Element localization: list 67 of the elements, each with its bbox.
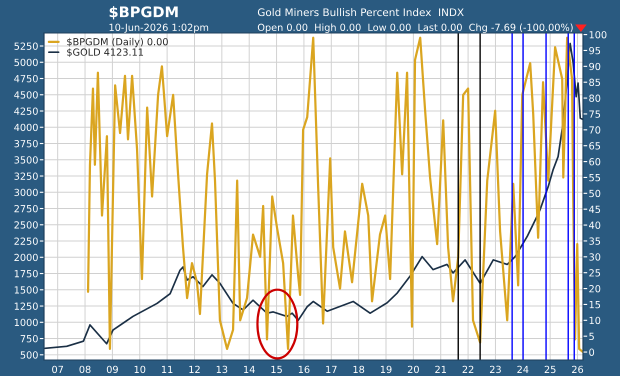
y-tick-label: 5250 [14, 42, 38, 50]
y2-tick-label: 50 [589, 190, 600, 198]
x-tick-label: 15 [271, 366, 282, 374]
y-tick-label: 4250 [14, 107, 38, 115]
y2-tick-label: 60 [589, 158, 600, 166]
x-tick-label: 14 [244, 366, 255, 373]
x-tick-label: 17 [326, 366, 337, 373]
x-tick-label: 09 [106, 366, 118, 374]
y-tick-label: 1000 [14, 318, 38, 326]
y2-tick-label: 5 [589, 332, 594, 340]
y-tick-label: 2250 [14, 238, 38, 245]
y2-tick-label: 30 [589, 253, 600, 261]
y2-tick-label: 45 [589, 206, 600, 214]
y-tick-label: 4500 [14, 91, 38, 99]
x-tick-label: 26 [572, 366, 584, 374]
x-tick-label: 16 [298, 366, 310, 374]
x-tick-label: 25 [544, 366, 556, 374]
x-tick-label: 18 [354, 366, 364, 374]
y-tick-label: 2750 [14, 205, 38, 212]
y-tick-label: 4750 [14, 74, 38, 82]
x-tick-label: 10 [134, 366, 146, 374]
y-tick-label: 3000 [14, 188, 38, 196]
x-tick-label: 08 [79, 366, 91, 374]
y2-tick-label: 10 [590, 316, 600, 324]
y-tick-label: 3250 [14, 172, 38, 180]
y2-tick-label: 15 [590, 301, 600, 308]
x-tick-label: 11 [162, 366, 172, 373]
y-tick-label: 3750 [14, 140, 38, 148]
y2-tick-label: 20 [589, 285, 600, 292]
x-tick-label: 12 [189, 366, 200, 373]
y-tick-label: 4000 [14, 124, 38, 132]
y-tick-label: 2000 [14, 254, 38, 262]
y2-tick-label: 100 [590, 31, 606, 38]
y-tick-label: 5000 [14, 58, 38, 66]
x-tick-label: 22 [462, 366, 474, 373]
y-tick-label: 3500 [14, 156, 38, 164]
legend-label: $GOLD 4123.11 [67, 48, 144, 58]
y2-tick-label: 80 [589, 94, 600, 102]
x-tick-label: 19 [380, 366, 392, 374]
x-tick-label: 20 [408, 366, 419, 374]
x-tick-label: 13 [216, 366, 228, 374]
x-tick-label: 21 [435, 366, 446, 373]
x-tick-label: 24 [517, 366, 528, 373]
y-tick-label: 2500 [14, 221, 38, 229]
y2-tick-label: 40 [589, 222, 600, 229]
y2-tick-label: 70 [589, 126, 600, 134]
y2-tick-label: 65 [589, 142, 600, 150]
chart-title: $BPGDM [110, 6, 178, 20]
y2-tick-label: 95 [589, 46, 600, 54]
y2-tick-label: 85 [589, 78, 600, 86]
y-tick-label: 500 [20, 351, 38, 359]
x-tick-label: 23 [490, 366, 501, 374]
text: Open 0.00 High 0.00 Low 0.00 Last 0.00 Chg -7.69 (-100.00%) [258, 23, 573, 33]
y2-tick-label: 90 [589, 62, 600, 70]
y-tick-label: 750 [20, 335, 38, 342]
legend-label: $BPGDM (Daily) 0.00 [67, 38, 168, 48]
y-tick-label: 1500 [14, 286, 38, 294]
text: 10-Jun-2026 1:02pm [110, 24, 208, 33]
y-tick-label: 1250 [14, 302, 38, 310]
chart-subtitle: Gold Miners Bullish Percent Index INDX [258, 8, 464, 16]
x-tick-label: 07 [52, 366, 64, 374]
y2-tick-label: 0 [589, 348, 594, 356]
y2-tick-label: 55 [589, 174, 600, 182]
y2-tick-label: 25 [589, 269, 600, 277]
y2-tick-label: 35 [589, 237, 600, 245]
y-tick-label: 1750 [14, 270, 38, 278]
y2-tick-label: 75 [589, 110, 600, 118]
